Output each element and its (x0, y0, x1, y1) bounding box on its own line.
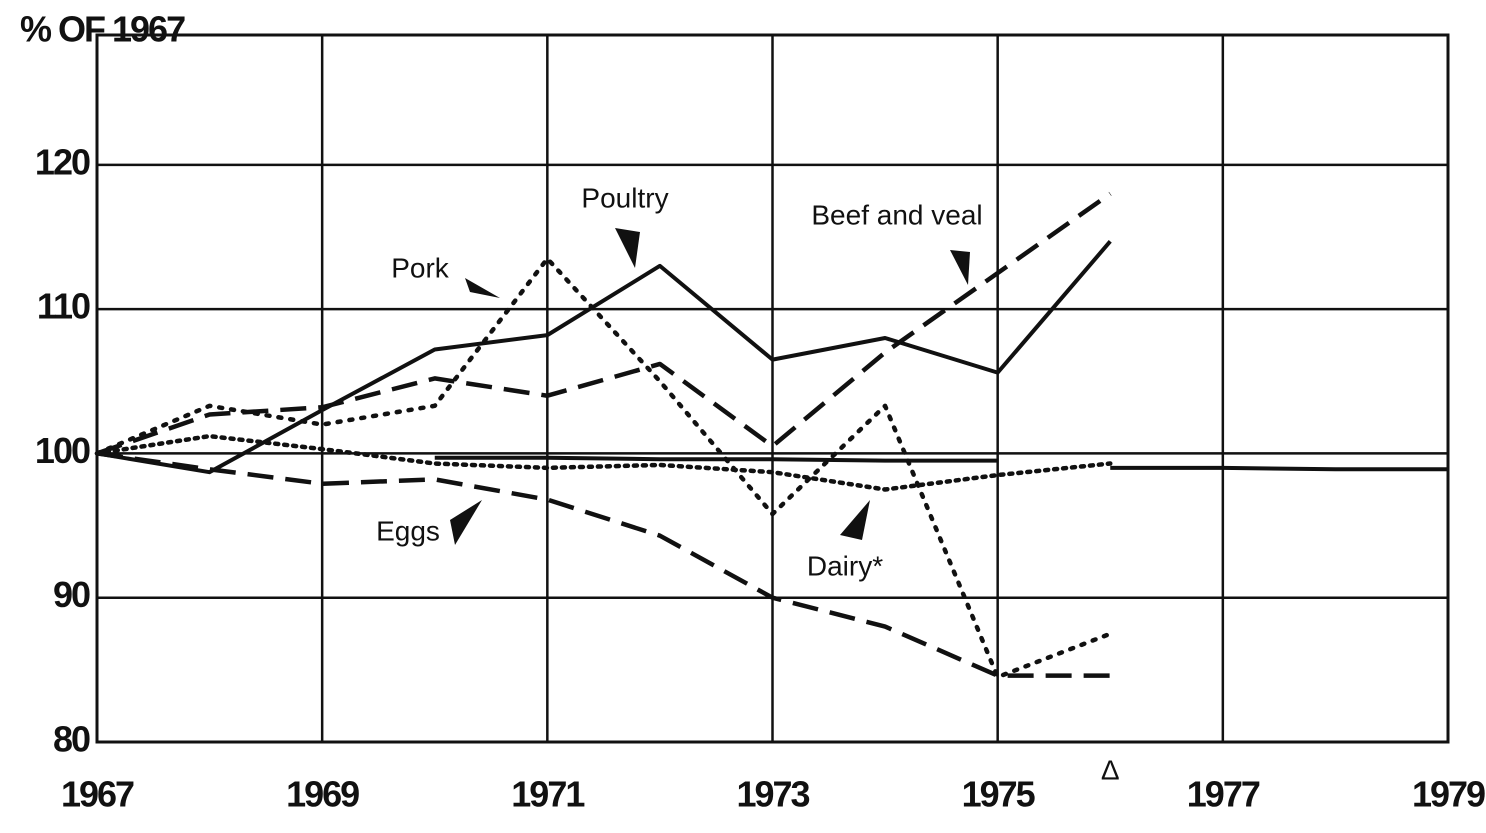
x-tick-label: 1971 (511, 774, 585, 815)
series-line (94, 256, 1113, 680)
y-axis-label: % OF 1967 (20, 9, 185, 50)
x-tick-label: 1967 (61, 774, 134, 815)
y-tick-label: 110 (37, 286, 90, 327)
series-label: Eggs (376, 515, 440, 546)
pointer (950, 250, 970, 285)
x-tick-label: 1973 (736, 774, 809, 815)
series-label: Pork (391, 252, 450, 283)
series-label: Beef and veal (811, 199, 982, 230)
y-tick-label: 120 (35, 141, 90, 182)
x-tick-label: 1977 (1187, 774, 1260, 815)
y-tick-label: 80 (53, 719, 90, 760)
pointer (450, 500, 482, 545)
x-tick-label: 1969 (286, 774, 359, 815)
series-line (94, 433, 1113, 492)
series-line (96, 451, 1111, 678)
pointer (615, 228, 640, 268)
x-tick-label: 1979 (1412, 774, 1485, 815)
pointer (465, 278, 500, 298)
series-label: Poultry (581, 182, 668, 213)
series-line (96, 191, 1112, 456)
y-tick-label: 100 (35, 430, 90, 471)
x-tick-label: 1975 (962, 774, 1036, 815)
series-line (434, 455, 998, 463)
y-tick-label: 90 (53, 574, 90, 615)
series-label: Dairy* (807, 550, 883, 581)
annotation: Δ (1101, 754, 1120, 785)
series-line (1110, 465, 1448, 472)
pointer (840, 500, 870, 540)
series-line (96, 240, 1112, 475)
